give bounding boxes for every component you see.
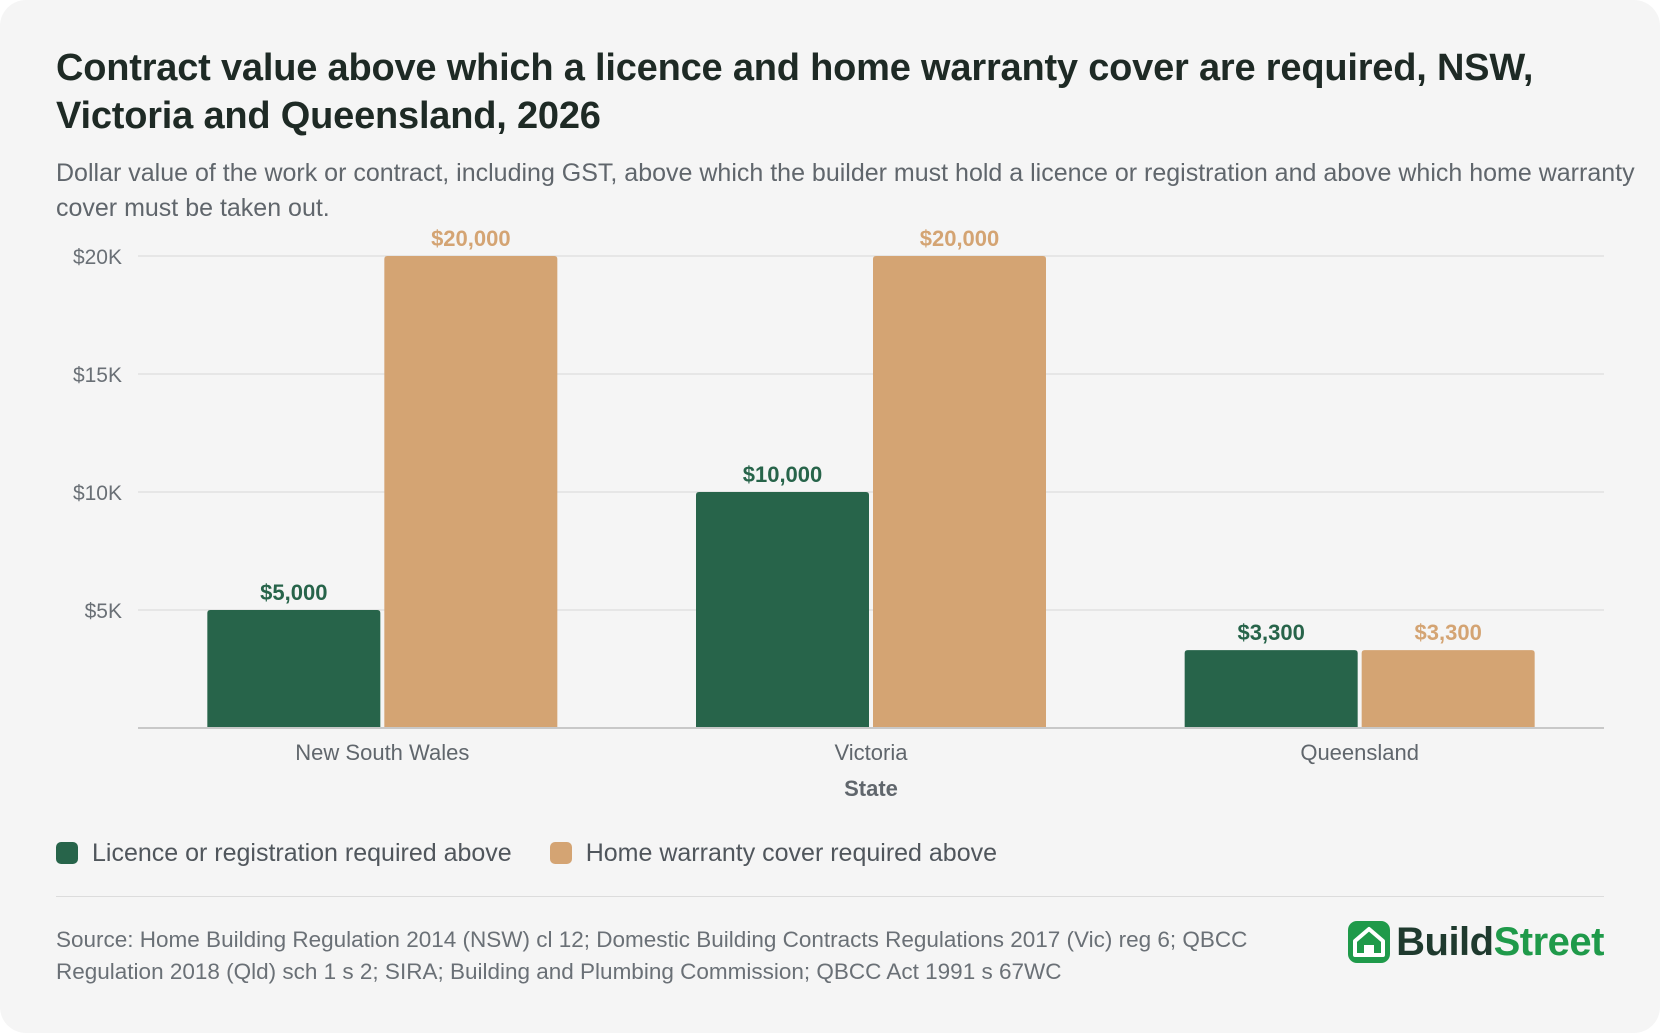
legend-item-warranty: Home warranty cover required above xyxy=(549,838,998,868)
brand-word-build: Build xyxy=(1396,920,1494,964)
house-icon xyxy=(1348,921,1391,963)
brand-logo: BuildStreet xyxy=(1348,918,1605,966)
legend-item-licence: Licence or registration required above xyxy=(56,839,512,868)
bar xyxy=(384,256,558,728)
x-tick-label: Queensland xyxy=(1300,740,1419,765)
bar xyxy=(207,610,381,728)
legend-label-warranty: Home warranty cover required above xyxy=(585,838,998,867)
chart-title: Contract value above which a licence and… xyxy=(56,47,1534,137)
chart-subtitle: Dollar value of the work or contract, in… xyxy=(56,159,1635,222)
data-label: $3,300 xyxy=(1238,620,1305,645)
legend-swatch-warranty xyxy=(549,842,572,864)
y-tick-label: $15K xyxy=(73,364,122,387)
data-label: $5,000 xyxy=(260,580,327,605)
data-label: $3,300 xyxy=(1415,620,1482,645)
y-tick-label: $10K xyxy=(73,482,122,505)
data-label: $20,000 xyxy=(431,226,511,251)
y-tick-label: $5K xyxy=(85,600,122,623)
legend: Licence or registration required above H… xyxy=(56,836,997,870)
legend-swatch-licence xyxy=(56,842,78,864)
bar xyxy=(1361,650,1535,728)
data-label: $10,000 xyxy=(743,462,823,487)
brand-word-street: Street xyxy=(1493,920,1605,964)
y-tick-label: $20K xyxy=(73,246,122,269)
footer-divider xyxy=(56,896,1604,897)
bar-chart: $5K $10K $15K $20K $5,000 $20,000 New South Wa… xyxy=(73,226,1604,801)
bar xyxy=(873,256,1046,728)
x-tick-label: New South Wales xyxy=(295,740,469,765)
bar xyxy=(696,492,869,728)
x-axis-title: State xyxy=(844,776,898,801)
legend-label-licence: Licence or registration required above xyxy=(92,838,512,867)
bar xyxy=(1184,650,1358,728)
brand-wordmark: BuildStreet xyxy=(1396,918,1604,966)
data-label: $20,000 xyxy=(920,226,1000,251)
x-tick-label: Victoria xyxy=(835,740,909,765)
source-note: Source: Home Building Regulation 2014 (N… xyxy=(56,927,1248,984)
